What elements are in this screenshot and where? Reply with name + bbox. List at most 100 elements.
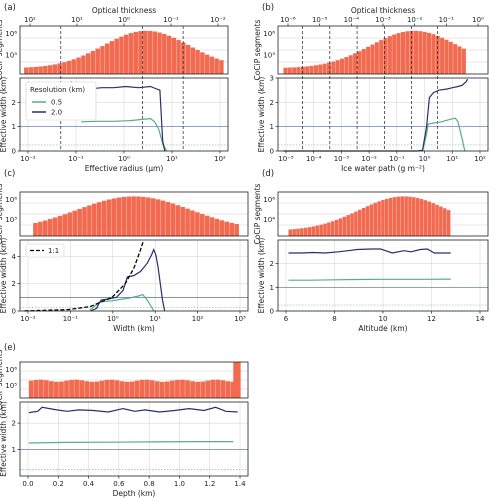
- panel-e-hist-bar: [48, 381, 54, 398]
- panel-d-hist-bar: [296, 228, 300, 236]
- panel-d-hist-bar: [381, 200, 385, 236]
- panel-e-hist-bar: [190, 381, 195, 398]
- panel-a-hist-ytick: 10³: [5, 52, 17, 60]
- panel-e-hist-ytick: 10⁶: [5, 366, 17, 374]
- panel-c-hist-bar: [229, 222, 235, 236]
- panel-a-legend-title: Resolution (km): [30, 86, 85, 94]
- panel-b-hist-bar: [331, 61, 336, 74]
- panel-a-hist-bar: [95, 48, 100, 74]
- panel-b-hist-bar: [287, 67, 292, 74]
- panel-d-hist-bar: [415, 198, 420, 236]
- panel-d-hist-bar: [354, 211, 358, 236]
- panel-c-hist-bar: [52, 217, 58, 236]
- panel-b-line-xtick: 10¹: [446, 155, 458, 163]
- panel-c-line-ytick: 2: [12, 280, 16, 288]
- panel-b-top-tick: 10⁻¹: [439, 16, 455, 24]
- panel-a-legend-label: 2.0: [51, 109, 62, 117]
- panel-c-hist-bar: [131, 196, 136, 236]
- panel-b-hist-bar: [413, 30, 419, 74]
- panel-b-hist-bar: [305, 66, 310, 74]
- panel-d-line-frame: [277, 239, 489, 312]
- panel-b-hist-bar: [431, 34, 436, 74]
- panel-c-line-xtick: 10¹: [149, 315, 161, 323]
- panel-d-hist-bar: [423, 200, 428, 236]
- panel-a-legend: [25, 81, 97, 121]
- panel-d-hist-bar: [358, 209, 362, 236]
- panel-e-line-frame: [19, 401, 249, 477]
- panel-a-hist-bar: [114, 38, 119, 74]
- panel-e-hist-bar: [94, 381, 100, 398]
- panel-b-hist-bar: [322, 63, 327, 74]
- panel-b-top-tick: 10⁻⁴: [344, 16, 360, 24]
- panel-c-hist-bar: [101, 200, 107, 236]
- panel-d-line-xtick: 10: [379, 315, 388, 323]
- panel-a-top-tick: 10²: [24, 16, 36, 24]
- panel-a-hist-bar: [62, 62, 67, 74]
- panel-a-hist-bar: [124, 34, 129, 74]
- panel-c-hist-bar: [121, 196, 127, 236]
- panel-e-hist-bar: [195, 381, 200, 398]
- panel-e-series-20: [28, 406, 238, 414]
- panel-a-hist-bar: [195, 49, 200, 74]
- panel-d-hist-bar: [446, 210, 451, 236]
- panel-a-hist-bar: [104, 43, 110, 74]
- panel-b-hist-bar: [461, 48, 466, 74]
- panel-d-series-05: [288, 278, 451, 281]
- panel-e-letter: (e): [4, 343, 16, 353]
- panel-d-hist-bar: [350, 213, 354, 236]
- panel-e-hist-bar: [225, 381, 231, 398]
- panel-a-hist-bar: [38, 66, 43, 74]
- panel-b-top-xlabel: Optical thickness: [351, 6, 415, 15]
- panel-b-line-frame: [277, 77, 489, 152]
- panel-b-hist-bar: [383, 38, 388, 74]
- panel-e-line-xtick: 1.4: [234, 480, 246, 488]
- panel-a-top-xlabel: Optical thickness: [92, 6, 156, 15]
- panel-d-hist-bar: [439, 206, 443, 236]
- panel-e-hist-bar: [139, 379, 145, 398]
- panel-c-hist-bar: [214, 218, 220, 236]
- panel-a-hist-bar: [81, 55, 86, 74]
- panel-c-hist-bar: [190, 210, 195, 236]
- panel-e-hist-bar: [79, 380, 85, 398]
- panel-a-top-tick: 10¹: [71, 16, 83, 24]
- panel-c-hist-bar: [82, 207, 87, 236]
- panel-c-hist-bar: [195, 212, 200, 236]
- panel-a-hist-bar: [162, 33, 167, 74]
- panel-c-line-xtick: 10⁻¹: [63, 315, 79, 323]
- panel-e-hist-bar: [104, 379, 110, 398]
- panel-e-line-xtick: 0.0: [22, 480, 33, 488]
- panel-e-line-bg: [20, 402, 248, 476]
- panel-e-line-xtick: 1.0: [174, 480, 185, 488]
- panel-c-hist-bar: [106, 199, 112, 236]
- panel-a-line-xtick: 10⁻²: [20, 155, 36, 163]
- panel-a-line-xtick: 10²: [214, 155, 226, 163]
- panel-b-hist-bar: [387, 36, 392, 74]
- panel-a-hist-bar: [214, 58, 219, 74]
- panel-b-hist-bar: [296, 67, 301, 74]
- panel-a-line-ytick: 2: [12, 99, 16, 107]
- panel-e-hist-bar: [210, 379, 216, 398]
- panel-a-line-ytick: 0: [12, 148, 16, 156]
- panel-b-line-xtick: 10⁰: [419, 155, 431, 163]
- panel-b-line-xtick: 10⁻⁵: [278, 155, 294, 163]
- panel-e-line-xlabel: Depth (km): [113, 489, 156, 498]
- panel-b-hist-bar: [318, 64, 323, 74]
- panel-b-line-ytick: 3: [270, 75, 274, 83]
- panel-e-hist-bar: [154, 381, 160, 398]
- panel-b-hist-bar: [357, 51, 362, 74]
- panel-d-hist-ylabel: CoCiP segments: [253, 183, 262, 244]
- panel-d-hist-bar: [396, 196, 401, 236]
- panel-c-hist-bar: [224, 221, 230, 236]
- panel-a-series-05: [81, 117, 168, 152]
- panel-c-hist-ytick: 10⁶: [5, 196, 17, 204]
- panel-d-hist-bar: [338, 218, 343, 236]
- panel-e-line-xtick: 0.8: [144, 480, 155, 488]
- panel-a-hist-bar: [185, 44, 191, 74]
- panel-a-hist-bar: [76, 57, 81, 74]
- panel-e-hist-ytick: 10⁵: [5, 382, 17, 390]
- panel-d-line-xlabel: Altitude (km): [358, 324, 407, 333]
- panel-d-hist-bar: [334, 219, 339, 236]
- panel-d-line-ytick: 1: [270, 284, 274, 292]
- panel-b-hist-bar: [444, 39, 449, 74]
- panel-b-hist-bar: [427, 32, 432, 74]
